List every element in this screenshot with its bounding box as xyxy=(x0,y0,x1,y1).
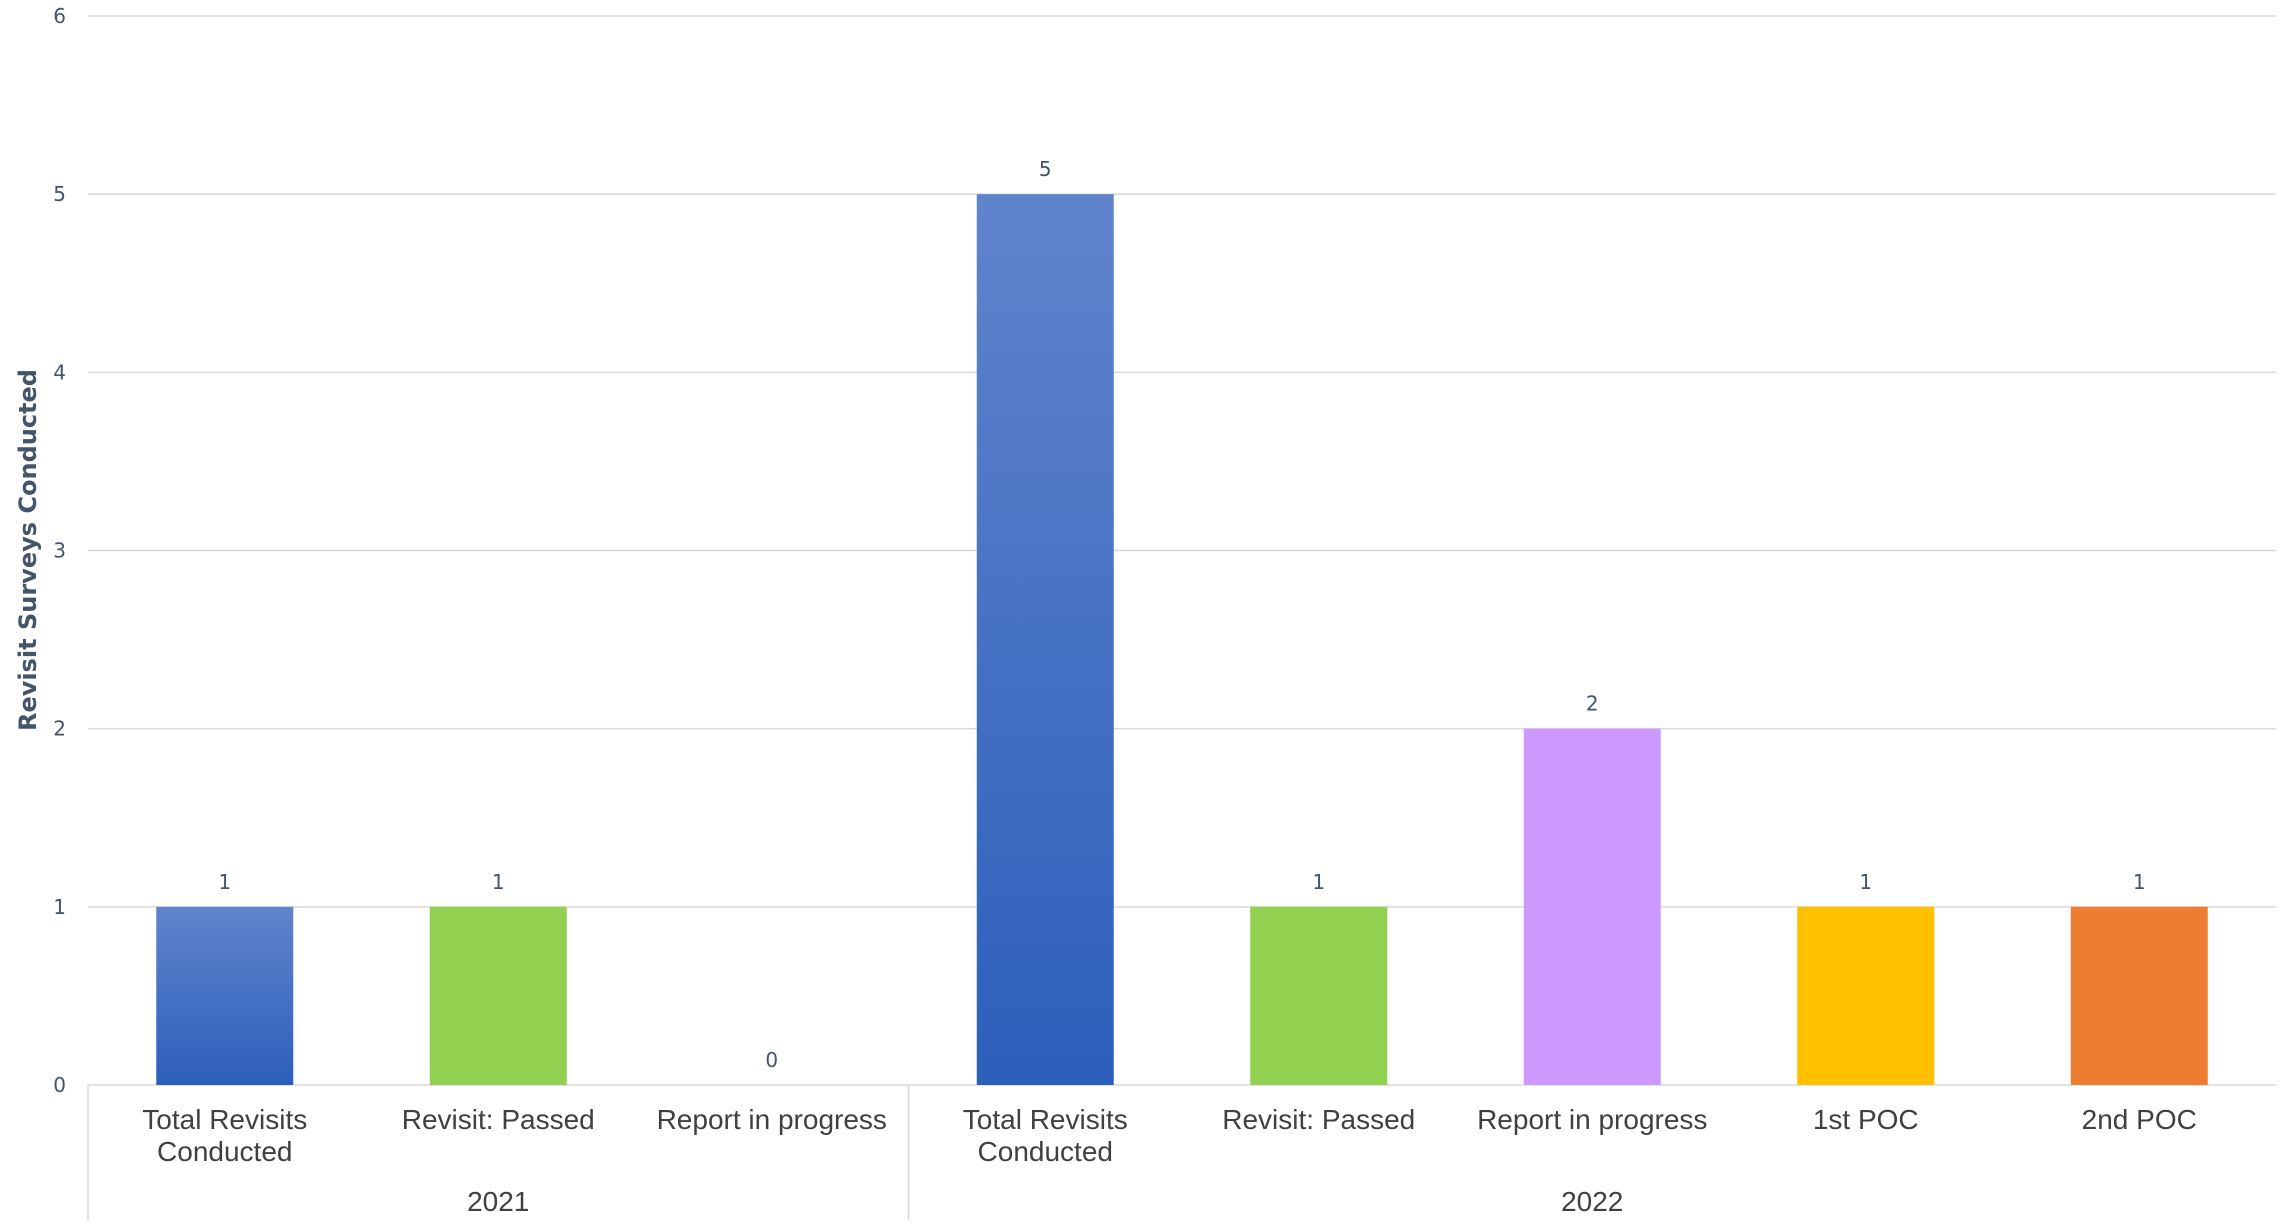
y-tick-label-4: 4 xyxy=(53,360,66,384)
group-label-2022: 2022 xyxy=(1561,1186,1623,1217)
y-axis-title: Revisit Surveys Conducted xyxy=(14,369,42,731)
data-label-2022-1st-poc: 1 xyxy=(1859,870,1872,894)
bar-2022-report-in-progress xyxy=(1524,729,1661,1085)
y-tick-label-0: 0 xyxy=(53,1073,66,1097)
y-tick-label-3: 3 xyxy=(53,539,66,563)
y-axis-ticks: 0 1 2 3 4 5 6 xyxy=(53,4,66,1097)
bar-2022-revisit-passed xyxy=(1250,907,1387,1085)
bar-2021-total-revisits-conducted xyxy=(156,907,293,1085)
category-label-2022-total-revisits-conducted: Total Revisits Conducted xyxy=(963,1104,1128,1167)
y-tick-label-2: 2 xyxy=(53,717,66,741)
bar-2022-1st-poc xyxy=(1797,907,1934,1085)
bars xyxy=(156,194,2208,1085)
x-axis-categories: Total Revisits Conducted Revisit: Passed Re… xyxy=(88,1085,2197,1220)
data-label-2021-total-revisits-conducted: 1 xyxy=(218,870,231,894)
data-label-2021-report-in-progress: 0 xyxy=(765,1048,778,1072)
category-label-2022-1st-poc: 1st POC xyxy=(1813,1104,1919,1135)
y-tick-label-1: 1 xyxy=(53,895,66,919)
data-label-2021-revisit-passed: 1 xyxy=(492,870,505,894)
bar-2022-total-revisits-conducted xyxy=(977,194,1114,1085)
bar-2022-2nd-poc xyxy=(2071,907,2208,1085)
category-label-2022-2nd-poc: 2nd POC xyxy=(2082,1104,2197,1135)
y-tick-label-5: 5 xyxy=(53,182,66,206)
category-label-2021-total-revisits-conducted: Total Revisits Conducted xyxy=(142,1104,307,1167)
data-label-2022-2nd-poc: 1 xyxy=(2133,870,2146,894)
category-label-2022-revisit-passed: Revisit: Passed xyxy=(1222,1104,1415,1135)
category-label-2021-report-in-progress: Report in progress xyxy=(657,1104,887,1135)
category-label-2022-report-in-progress: Report in progress xyxy=(1477,1104,1707,1135)
y-tick-label-6: 6 xyxy=(53,4,66,28)
data-label-2022-revisit-passed: 1 xyxy=(1312,870,1325,894)
group-label-2021: 2021 xyxy=(467,1186,529,1217)
data-label-2022-total-revisits-conducted: 5 xyxy=(1039,157,1052,181)
bar-2021-revisit-passed xyxy=(430,907,567,1085)
gridlines xyxy=(88,16,2276,1085)
category-label-2021-revisit-passed: Revisit: Passed xyxy=(402,1104,595,1135)
data-label-2022-report-in-progress: 2 xyxy=(1586,692,1599,716)
